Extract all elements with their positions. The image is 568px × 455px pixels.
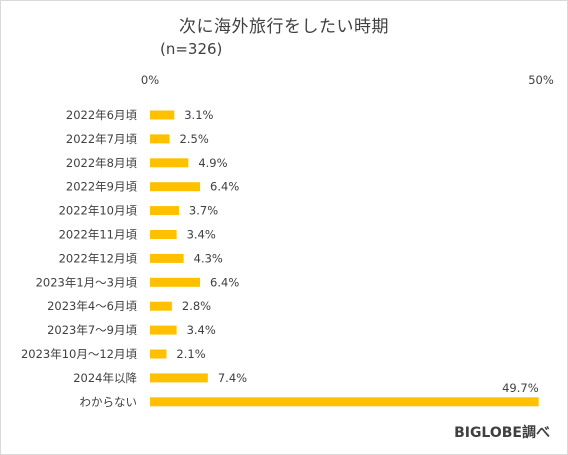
category-label: 2023年4～6月頃 — [47, 299, 137, 313]
value-label: 6.4% — [210, 275, 239, 289]
bar — [150, 277, 201, 287]
category-label: 2023年7～9月頃 — [47, 323, 137, 337]
category-label: 2023年10月～12月頃 — [21, 347, 138, 361]
value-label: 3.7% — [189, 204, 218, 218]
chart-subtitle: (n=326) — [160, 40, 223, 58]
bar — [150, 253, 184, 263]
category-label: 2022年6月頃 — [66, 108, 138, 122]
value-label: 6.4% — [210, 180, 239, 194]
bar — [150, 397, 539, 407]
x-tick-label: 0% — [141, 73, 159, 87]
value-label: 49.7% — [502, 381, 539, 395]
category-label: 2022年8月頃 — [66, 156, 138, 170]
bar — [150, 301, 172, 311]
value-label: 7.4% — [218, 371, 247, 385]
category-label: 2022年10月頃 — [59, 204, 138, 218]
bar — [150, 349, 167, 359]
category-label: 2022年7月頃 — [66, 132, 138, 146]
category-label: 2023年1月～3月頃 — [36, 275, 138, 289]
value-label: 2.5% — [180, 132, 209, 146]
bar — [150, 110, 175, 120]
bar — [150, 182, 201, 192]
bar — [150, 373, 208, 383]
category-label: わからない — [80, 395, 138, 409]
value-label: 4.3% — [194, 251, 223, 265]
value-label: 3.1% — [184, 108, 213, 122]
value-label: 2.1% — [176, 347, 205, 361]
chart-title: 次に海外旅行をしたい時期 — [179, 17, 389, 37]
bar — [150, 325, 177, 335]
x-tick-label: 50% — [528, 73, 554, 87]
value-label: 3.4% — [187, 323, 216, 337]
bar — [150, 134, 170, 144]
bar — [150, 158, 189, 168]
value-label: 2.8% — [182, 299, 211, 313]
source-credit: BIGLOBE調べ — [454, 425, 550, 441]
category-label: 2022年9月頃 — [66, 180, 138, 194]
category-label: 2022年11月頃 — [59, 228, 138, 242]
category-label: 2024年以降 — [73, 371, 137, 385]
bar — [150, 230, 177, 239]
value-label: 3.4% — [187, 228, 216, 242]
category-label: 2022年12月頃 — [59, 251, 138, 265]
bar — [150, 206, 179, 216]
value-label: 4.9% — [198, 156, 227, 170]
